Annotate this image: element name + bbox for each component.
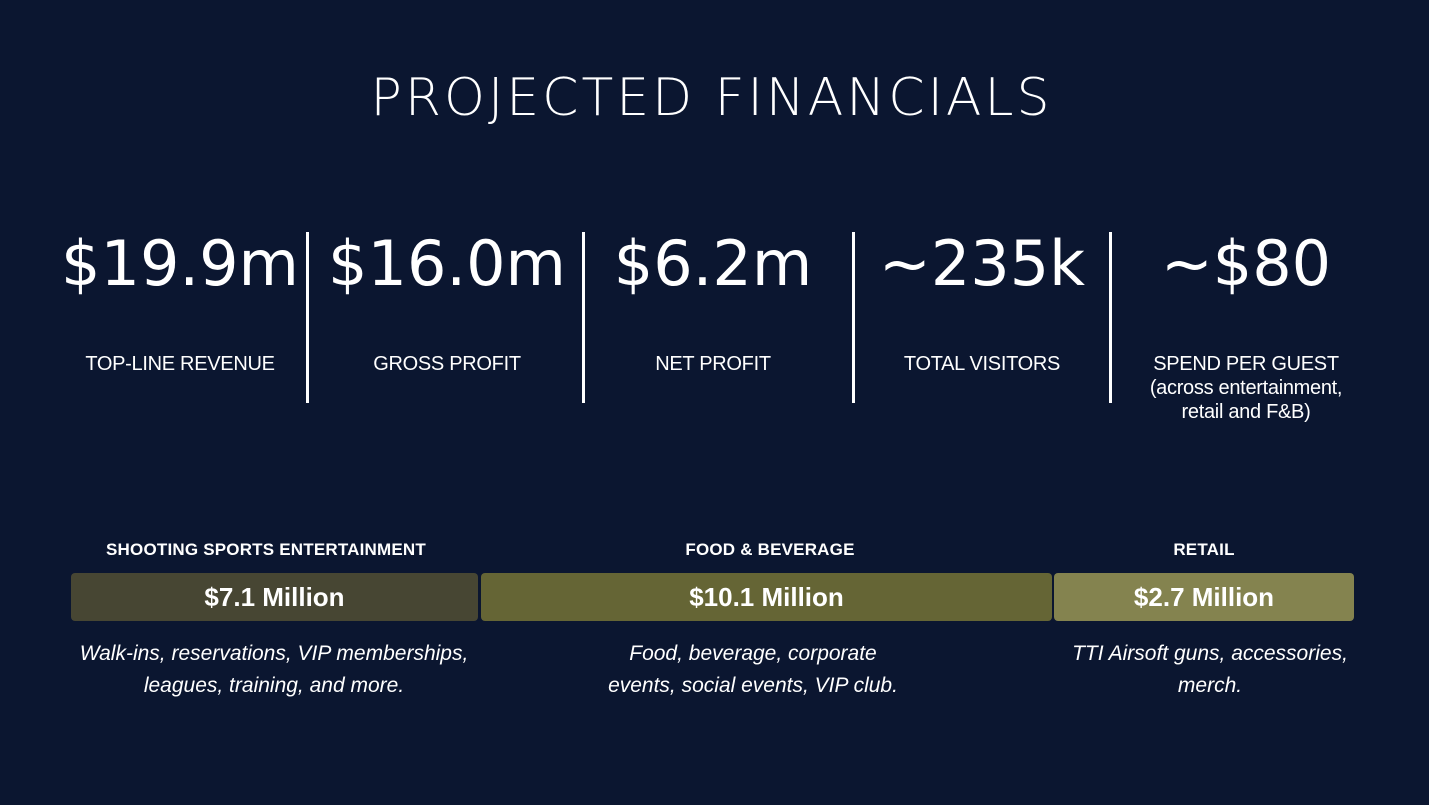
metric-label-gross-profit: GROSS PROFIT bbox=[373, 353, 521, 375]
segment-desc-shooting: Walk-ins, reservations, VIP memberships,… bbox=[40, 638, 508, 702]
segment-desc-line: Walk-ins, reservations, VIP memberships, bbox=[79, 642, 469, 665]
segment-desc-line: TTI Airsoft guns, accessories, bbox=[1072, 642, 1348, 665]
metric-divider bbox=[582, 232, 585, 403]
segment-desc-retail: TTI Airsoft guns, accessories, merch. bbox=[1040, 638, 1380, 702]
segment-bar-food-beverage: $10.1 Million bbox=[481, 573, 1052, 621]
segment-desc-food-beverage: Food, beverage, corporate events, social… bbox=[553, 638, 953, 702]
metric-divider bbox=[1109, 232, 1112, 403]
segment-bar-shooting: $7.1 Million bbox=[71, 573, 478, 621]
segment-heading-food-beverage: FOOD & BEVERAGE bbox=[685, 540, 855, 559]
metric-label-spend-sub2: retail and F&B) bbox=[1181, 401, 1311, 423]
segment-desc-line: Food, beverage, corporate bbox=[629, 642, 877, 665]
metric-divider bbox=[306, 232, 309, 403]
metric-divider bbox=[852, 232, 855, 403]
segment-desc-line: merch. bbox=[1177, 674, 1243, 697]
metric-value-revenue: $19.9m bbox=[61, 227, 299, 300]
metric-label-net-profit: NET PROFIT bbox=[655, 353, 771, 375]
segment-heading-shooting: SHOOTING SPORTS ENTERTAINMENT bbox=[106, 540, 426, 559]
segment-desc-line: leagues, training, and more. bbox=[143, 674, 405, 697]
page-title: PROJECTED FINANCIALS bbox=[370, 68, 1053, 128]
metric-value-visitors: ~235k bbox=[878, 227, 1086, 300]
metric-label-revenue: TOP-LINE REVENUE bbox=[85, 353, 275, 375]
metric-label-spend-sub1: (across entertainment, bbox=[1149, 377, 1343, 399]
metric-label-spend-per-guest: SPEND PER GUEST (across entertainment, r… bbox=[1126, 352, 1366, 424]
metric-value-net-profit: $6.2m bbox=[613, 227, 813, 300]
segment-bar-retail: $2.7 Million bbox=[1054, 573, 1354, 621]
metric-value-gross-profit: $16.0m bbox=[328, 227, 566, 300]
metric-label-spend-title: SPEND PER GUEST bbox=[1153, 353, 1339, 375]
metric-value-spend-per-guest: ~$80 bbox=[1160, 227, 1332, 300]
metric-label-visitors: TOTAL VISITORS bbox=[903, 353, 1061, 375]
segment-desc-line: events, social events, VIP club. bbox=[608, 674, 898, 697]
segment-heading-retail: RETAIL bbox=[1173, 540, 1235, 559]
